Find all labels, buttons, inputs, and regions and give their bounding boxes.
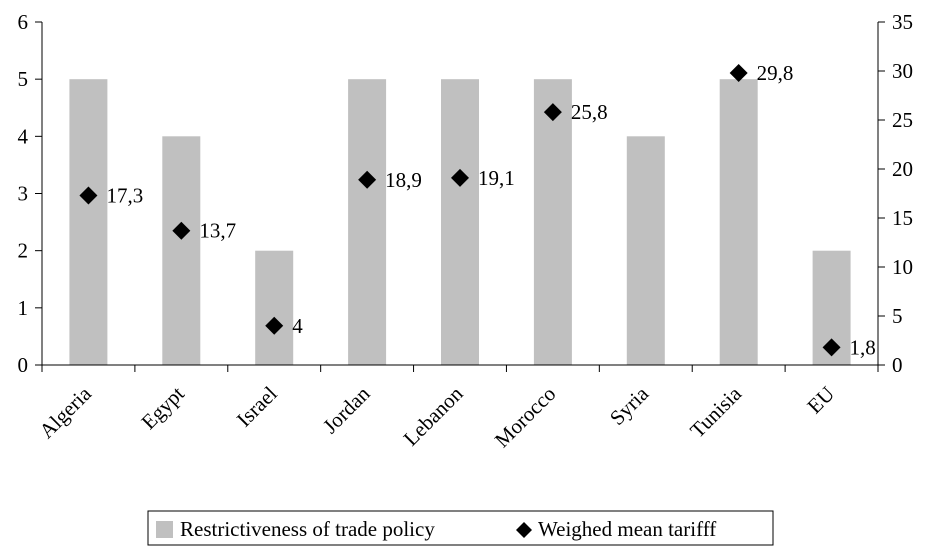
bar-lebanon (441, 79, 479, 365)
bar-israel (255, 250, 294, 365)
left-tick-label: 2 (18, 239, 29, 263)
tariff-marker-jordan (358, 170, 377, 189)
right-tick-label: 25 (892, 108, 913, 132)
tariff-marker-eu (822, 338, 841, 357)
category-label: Israel (232, 381, 282, 431)
left-tick-label: 5 (18, 67, 29, 91)
legend-bar-label: Restrictiveness of trade policy (180, 517, 435, 541)
tariff-data-label: 25,8 (571, 100, 608, 124)
right-tick-label: 0 (892, 353, 903, 377)
tariff-marker-morocco (543, 103, 562, 122)
legend: Restrictiveness of trade policy Weighed … (147, 510, 774, 546)
legend-border (147, 510, 774, 546)
category-label: Lebanon (399, 381, 468, 450)
left-tick-label: 6 (18, 10, 29, 34)
tariff-data-label: 18,9 (385, 168, 422, 192)
category-label: Jordan (318, 381, 375, 438)
legend-marker-label: Weighed mean tarifff (538, 517, 716, 541)
category-label: Tunisia (685, 381, 746, 442)
right-tick-label: 20 (892, 157, 913, 181)
tariff-data-label: 4 (292, 314, 303, 338)
right-tick-label: 5 (892, 304, 903, 328)
bar-morocco (533, 79, 572, 365)
tariff-data-label: 1,8 (850, 335, 876, 359)
tariff-marker-algeria (79, 186, 98, 205)
bar-jordan (348, 79, 387, 365)
tariff-data-label: 29,8 (757, 61, 794, 85)
category-label: Syria (605, 381, 654, 430)
legend-bar-swatch (156, 521, 173, 538)
tariff-data-label: 13,7 (199, 219, 236, 243)
bar-syria (626, 136, 665, 365)
tariff-marker-tunisia (729, 63, 748, 82)
left-tick-label: 3 (18, 182, 29, 206)
tariff-data-label: 19,1 (478, 166, 515, 190)
legend-diamond-marker (516, 522, 532, 538)
bars-group (69, 79, 851, 365)
left-tick-label: 1 (18, 296, 29, 320)
tariff-marker-egypt (172, 221, 191, 240)
markers-group (79, 63, 841, 357)
right-tick-label: 10 (892, 255, 913, 279)
left-tick-label: 0 (18, 353, 29, 377)
bar-egypt (162, 136, 201, 365)
category-label: EU (802, 382, 839, 419)
tariff-marker-lebanon (451, 168, 469, 187)
tariff-marker-israel (265, 316, 284, 335)
category-label: Egypt (136, 381, 189, 434)
bar-tunisia (719, 79, 758, 365)
labels-group: 17,3 13,7 4 18,9 19,1 25,8 29,8 1,8 (106, 61, 875, 359)
category-label: Morocco (490, 382, 561, 453)
left-tick-label: 4 (18, 124, 29, 148)
right-tick-label: 15 (892, 206, 913, 230)
right-tick-label: 35 (892, 10, 913, 34)
right-tick-label: 30 (892, 59, 913, 83)
category-label: Algeria (34, 381, 96, 443)
tariff-data-label: 17,3 (106, 183, 143, 207)
bar-algeria (69, 79, 108, 365)
